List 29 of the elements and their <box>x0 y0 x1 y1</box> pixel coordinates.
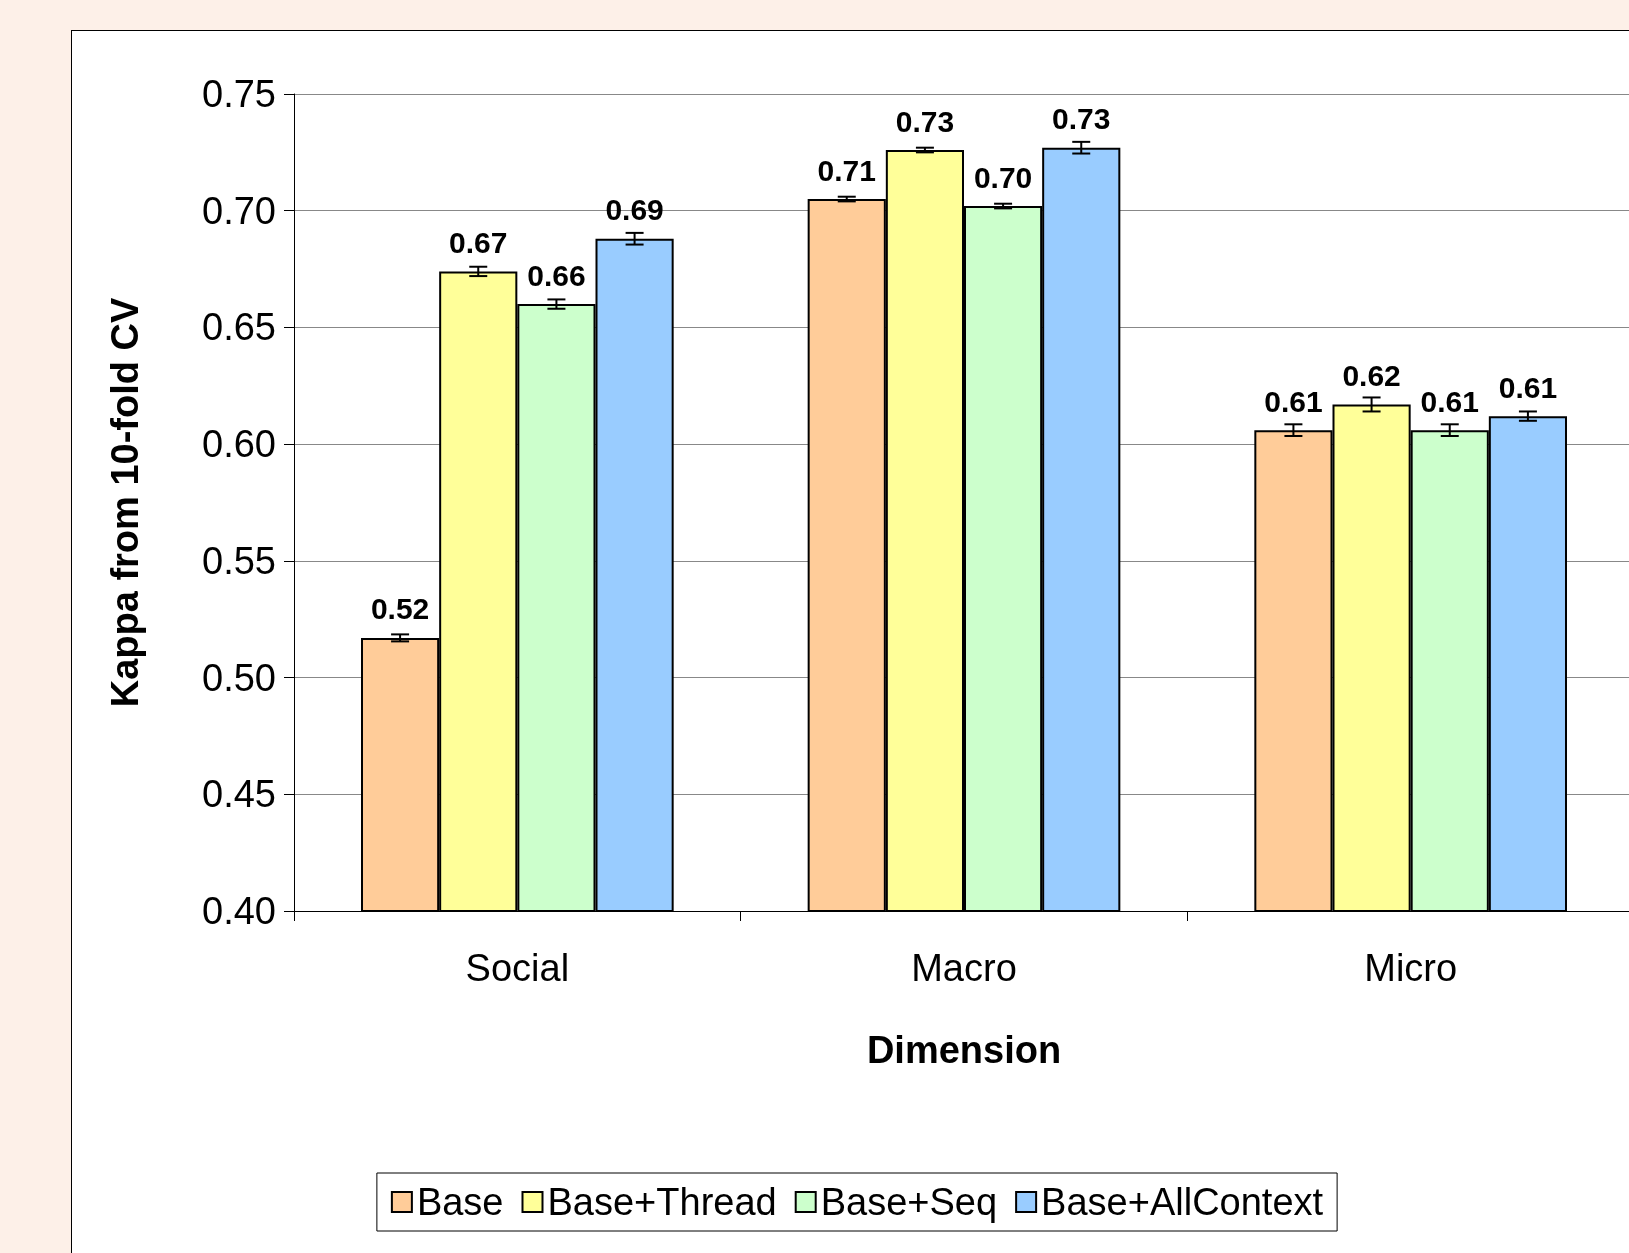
y-tick-label: 0.50 <box>202 656 276 699</box>
y-tick-label: 0.70 <box>202 189 276 232</box>
y-tick-label: 0.45 <box>202 773 276 816</box>
y-tick-label: 0.60 <box>202 423 276 466</box>
legend-label: Base+AllContext <box>1041 1181 1324 1223</box>
data-label: 0.73 <box>1052 102 1111 136</box>
data-label: 0.67 <box>449 225 508 259</box>
data-label: 0.61 <box>1420 384 1479 418</box>
x-tick-label: Macro <box>911 947 1017 989</box>
data-label: 0.61 <box>1498 370 1558 404</box>
x-tick-label: Social <box>465 947 570 989</box>
legend-label: Base <box>416 1181 504 1223</box>
x-axis-title: Dimension <box>866 1029 1062 1071</box>
data-label: 0.62 <box>1342 358 1401 392</box>
y-tick-label: 0.65 <box>202 306 276 349</box>
y-tick-label: 0.40 <box>202 890 276 932</box>
y-axis-title: Kappa from 10-fold CV <box>104 297 146 708</box>
data-label: 0.66 <box>527 258 586 292</box>
legend-label: Base+Thread <box>547 1181 777 1223</box>
data-label: 0.52 <box>370 592 430 626</box>
legend-label: Base+Seq <box>820 1181 998 1223</box>
data-label: 0.70 <box>973 160 1033 194</box>
data-label: 0.73 <box>895 104 955 138</box>
data-label: 0.71 <box>817 153 876 187</box>
data-label: 0.61 <box>1264 384 1323 418</box>
y-tick-label: 0.75 <box>202 73 276 115</box>
x-tick-label: Micro <box>1364 947 1458 989</box>
y-tick-label: 0.55 <box>202 539 276 582</box>
data-label: 0.69 <box>605 193 664 227</box>
